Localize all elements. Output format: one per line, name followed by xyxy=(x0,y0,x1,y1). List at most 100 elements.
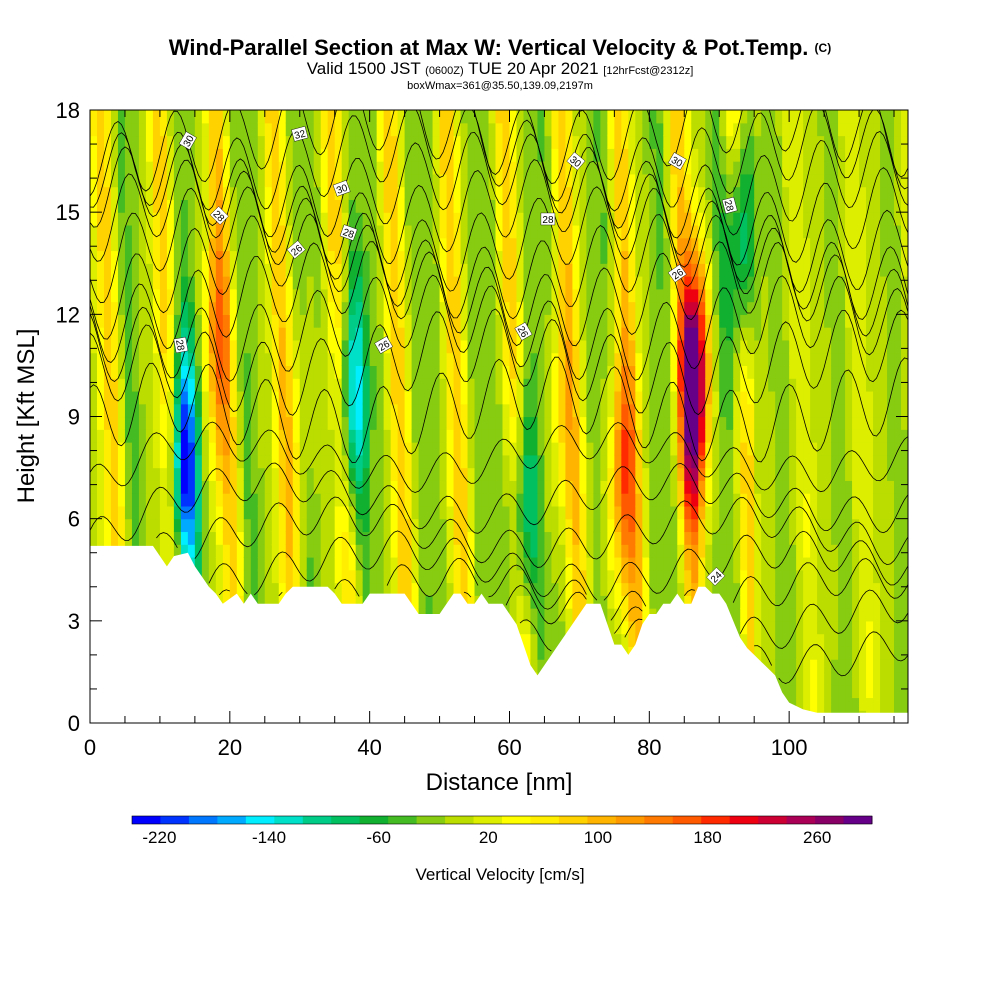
velocity-cell xyxy=(761,633,769,647)
velocity-cell xyxy=(635,148,643,162)
velocity-cell xyxy=(705,582,713,596)
velocity-cell xyxy=(803,122,811,137)
velocity-cell xyxy=(257,148,266,162)
velocity-cell xyxy=(733,110,741,124)
velocity-cell xyxy=(397,250,406,264)
velocity-cell xyxy=(628,429,636,443)
velocity-cell xyxy=(544,620,553,635)
velocity-cell xyxy=(446,224,455,239)
velocity-cell xyxy=(698,199,706,213)
velocity-cell xyxy=(488,301,497,315)
velocity-cell xyxy=(761,352,769,367)
velocity-cell xyxy=(698,339,706,354)
velocity-cell xyxy=(194,518,203,533)
velocity-cell xyxy=(411,556,420,571)
velocity-cell xyxy=(642,608,650,622)
velocity-cell xyxy=(159,378,168,392)
velocity-cell xyxy=(642,403,650,418)
velocity-cell xyxy=(425,569,434,584)
velocity-cell xyxy=(341,148,350,162)
velocity-cell xyxy=(523,186,532,200)
velocity-cell xyxy=(474,314,483,328)
velocity-cell xyxy=(698,161,706,175)
velocity-cell xyxy=(789,544,797,558)
velocity-cell xyxy=(166,531,175,545)
velocity-cell xyxy=(348,135,357,149)
velocity-cell xyxy=(264,531,273,545)
velocity-cell xyxy=(495,212,504,226)
velocity-cell xyxy=(607,365,615,379)
velocity-cell xyxy=(390,569,399,584)
velocity-cell xyxy=(313,288,322,303)
velocity-cell xyxy=(264,416,273,430)
velocity-cell xyxy=(600,263,608,277)
velocity-cell xyxy=(138,237,147,252)
velocity-cell xyxy=(383,237,392,252)
velocity-cell xyxy=(320,161,329,175)
velocity-cell xyxy=(733,454,741,469)
velocity-cell xyxy=(124,148,133,162)
velocity-cell xyxy=(810,352,818,367)
velocity-cell xyxy=(810,390,818,405)
velocity-cell xyxy=(124,518,133,533)
velocity-cell xyxy=(404,186,413,200)
velocity-cell xyxy=(691,314,699,328)
velocity-cell xyxy=(376,403,385,418)
velocity-cell xyxy=(117,378,126,392)
velocity-cell xyxy=(341,544,350,558)
velocity-cell xyxy=(747,276,755,290)
velocity-cell xyxy=(90,173,98,188)
velocity-cell xyxy=(439,237,448,252)
velocity-cell xyxy=(334,569,343,584)
velocity-cell xyxy=(712,480,720,494)
velocity-cell xyxy=(285,122,294,137)
velocity-cell xyxy=(523,454,532,469)
velocity-cell xyxy=(481,429,490,443)
velocity-cell xyxy=(355,301,364,315)
velocity-cell xyxy=(432,263,441,277)
velocity-cell xyxy=(523,595,532,609)
velocity-cell xyxy=(425,276,434,290)
velocity-cell xyxy=(425,365,434,379)
velocity-cell xyxy=(446,250,455,264)
velocity-cell xyxy=(656,339,664,354)
velocity-cell xyxy=(607,327,615,341)
velocity-cell xyxy=(523,148,532,162)
velocity-cell xyxy=(432,173,441,188)
velocity-cell xyxy=(558,480,567,494)
velocity-cell xyxy=(474,480,483,494)
velocity-cell xyxy=(390,429,399,443)
velocity-cell xyxy=(145,263,154,277)
velocity-cell xyxy=(264,339,273,354)
velocity-cell xyxy=(719,224,727,239)
velocity-cell xyxy=(502,339,511,354)
velocity-cell xyxy=(705,390,713,405)
velocity-cell xyxy=(663,595,671,609)
velocity-cell xyxy=(586,442,594,456)
velocity-cell xyxy=(677,288,685,303)
velocity-cell xyxy=(782,582,790,596)
velocity-cell xyxy=(257,531,266,545)
velocity-cell xyxy=(523,212,532,226)
velocity-cell xyxy=(789,416,797,430)
velocity-cell xyxy=(96,454,105,469)
velocity-cell xyxy=(341,582,350,596)
velocity-cell xyxy=(152,493,161,507)
velocity-cell xyxy=(257,250,266,264)
velocity-cell xyxy=(509,429,518,443)
velocity-cell xyxy=(628,352,636,367)
velocity-cell xyxy=(236,378,245,392)
velocity-cell xyxy=(733,620,741,635)
velocity-cell xyxy=(691,250,699,264)
velocity-cell xyxy=(565,301,574,315)
velocity-cell xyxy=(789,467,797,481)
velocity-cell xyxy=(425,173,434,188)
velocity-cell xyxy=(663,301,671,315)
velocity-cell xyxy=(145,288,154,303)
velocity-cell xyxy=(628,110,636,124)
velocity-cell xyxy=(264,212,273,226)
velocity-cell xyxy=(481,403,490,418)
velocity-cell xyxy=(187,429,196,443)
velocity-cell xyxy=(397,339,406,354)
